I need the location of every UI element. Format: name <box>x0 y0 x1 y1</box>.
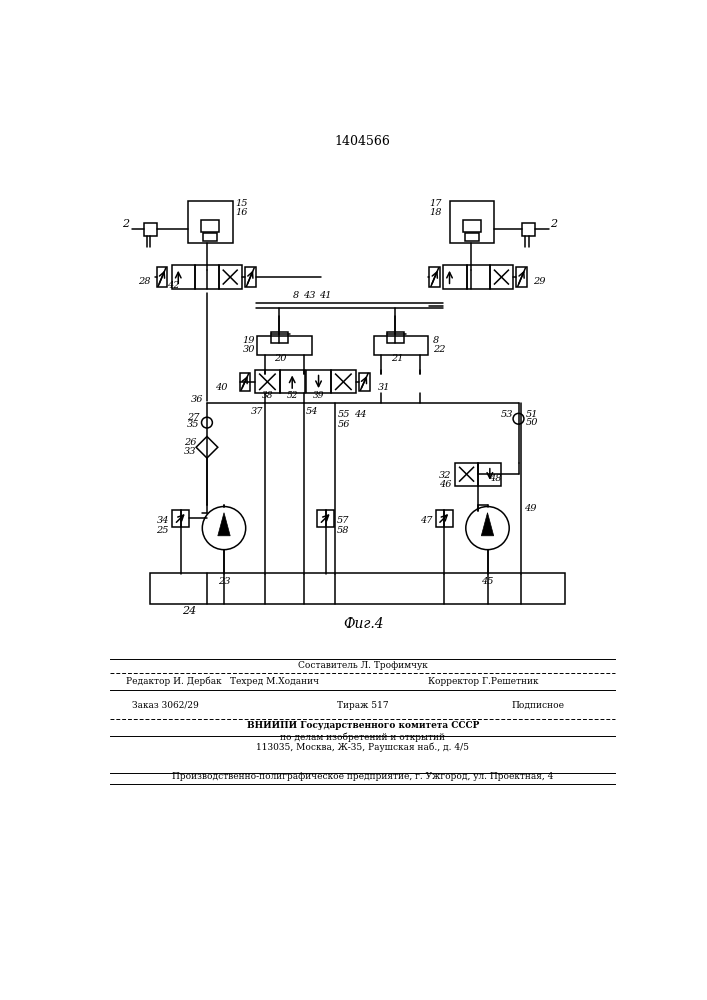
Bar <box>271 332 288 343</box>
Bar <box>257 336 312 355</box>
Text: 21: 21 <box>390 354 403 363</box>
Text: по делам изобретений и открытий: по делам изобретений и открытий <box>280 732 445 742</box>
Text: 35: 35 <box>187 420 199 429</box>
Bar <box>516 267 527 287</box>
Text: 20: 20 <box>274 354 287 363</box>
Bar <box>387 332 404 343</box>
Text: 58: 58 <box>337 526 349 535</box>
Bar <box>467 265 490 289</box>
Text: 47: 47 <box>420 516 433 525</box>
Text: 2: 2 <box>550 219 557 229</box>
Bar <box>255 370 280 393</box>
Text: 40: 40 <box>216 383 228 392</box>
Bar <box>151 573 565 604</box>
Text: 17: 17 <box>429 199 442 208</box>
Text: 26: 26 <box>185 438 197 447</box>
Bar <box>450 201 494 243</box>
Text: 22: 22 <box>433 345 445 354</box>
Text: 8: 8 <box>433 336 440 345</box>
Text: 57: 57 <box>337 516 349 525</box>
Bar <box>436 510 452 527</box>
Bar <box>443 265 467 289</box>
Bar <box>203 233 217 241</box>
Text: 53: 53 <box>501 410 513 419</box>
Bar <box>280 370 305 393</box>
Text: Производственно-полиграфическое предприятие, г. Ужгород, ул. Проектная, 4: Производственно-полиграфическое предприя… <box>172 772 554 781</box>
Bar <box>245 267 256 287</box>
Text: 45: 45 <box>481 578 493 586</box>
Text: 56: 56 <box>338 420 351 429</box>
Text: 37: 37 <box>251 407 264 416</box>
Polygon shape <box>481 513 493 536</box>
Text: Фиг.4: Фиг.4 <box>343 617 384 631</box>
Text: 31: 31 <box>378 383 390 392</box>
Text: Техред М.Ходанич: Техред М.Ходанич <box>230 677 319 686</box>
Bar <box>156 267 168 287</box>
Bar <box>478 463 501 486</box>
Text: 41: 41 <box>320 291 332 300</box>
Text: 46: 46 <box>438 480 451 489</box>
Text: 48: 48 <box>489 474 501 483</box>
Text: 113035, Москва, Ж-35, Раушская наб., д. 4/5: 113035, Москва, Ж-35, Раушская наб., д. … <box>256 743 469 752</box>
Text: 2: 2 <box>122 219 129 229</box>
Bar <box>522 223 534 235</box>
Bar <box>172 510 189 527</box>
Text: 28: 28 <box>138 277 151 286</box>
Bar <box>195 265 218 289</box>
Bar <box>187 201 233 243</box>
Text: 18: 18 <box>429 208 442 217</box>
Text: Подписное: Подписное <box>511 701 564 710</box>
Text: 27: 27 <box>187 413 199 422</box>
Text: 29: 29 <box>533 277 546 286</box>
Bar <box>331 370 356 393</box>
Text: 38: 38 <box>262 391 273 400</box>
Bar <box>429 267 440 287</box>
Text: 33: 33 <box>185 447 197 456</box>
Text: 25: 25 <box>156 526 169 535</box>
Bar <box>172 265 195 289</box>
Text: 30: 30 <box>243 345 255 354</box>
Text: 50: 50 <box>526 418 539 427</box>
Text: 49: 49 <box>524 504 537 513</box>
Text: ВНИИПИ Государственного комитета СССР: ВНИИПИ Государственного комитета СССР <box>247 721 479 730</box>
Text: 52: 52 <box>286 391 298 400</box>
Text: 36: 36 <box>191 395 203 404</box>
Text: Заказ 3062/29: Заказ 3062/29 <box>132 701 199 710</box>
Text: 44: 44 <box>354 410 367 419</box>
Bar <box>373 336 428 355</box>
Text: 24: 24 <box>182 606 197 616</box>
Text: 51: 51 <box>526 410 539 419</box>
Text: 54: 54 <box>305 407 318 416</box>
Text: Составитель Л. Трофимчук: Составитель Л. Трофимчук <box>298 661 428 670</box>
Text: Редактор И. Дербак: Редактор И. Дербак <box>126 677 221 686</box>
Bar <box>359 373 370 391</box>
Text: 43: 43 <box>303 291 315 300</box>
Bar <box>455 463 478 486</box>
Text: 39: 39 <box>312 391 325 400</box>
Bar <box>465 233 479 241</box>
Text: 19: 19 <box>243 336 255 345</box>
Text: 15: 15 <box>235 199 248 208</box>
Text: 34: 34 <box>156 516 169 525</box>
Polygon shape <box>218 513 230 536</box>
Bar <box>144 223 156 235</box>
Text: 32: 32 <box>438 471 451 480</box>
Bar <box>317 510 334 527</box>
Bar <box>240 373 250 391</box>
Text: Тираж 517: Тираж 517 <box>337 701 389 710</box>
Bar <box>462 220 481 232</box>
Bar <box>306 370 331 393</box>
Bar <box>201 220 219 232</box>
Text: 16: 16 <box>235 208 248 217</box>
Text: 1404566: 1404566 <box>334 135 390 148</box>
Text: Корректор Г.Решетник: Корректор Г.Решетник <box>428 677 539 686</box>
Bar <box>218 265 242 289</box>
Bar <box>490 265 513 289</box>
Text: 23: 23 <box>218 578 230 586</box>
Text: 55: 55 <box>338 410 351 419</box>
Text: 8: 8 <box>293 291 299 300</box>
Text: 42: 42 <box>168 281 180 290</box>
